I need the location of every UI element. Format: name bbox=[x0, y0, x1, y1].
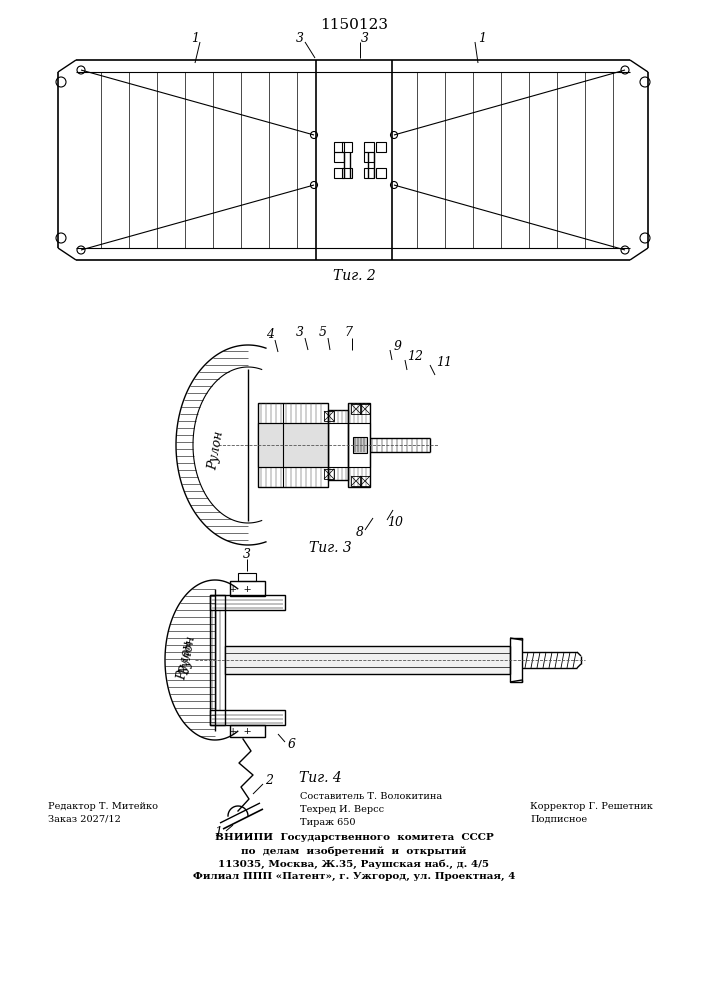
Text: 3: 3 bbox=[361, 31, 369, 44]
Text: Заказ 2027/12: Заказ 2027/12 bbox=[48, 815, 121, 824]
Bar bbox=[364, 152, 374, 162]
Bar bbox=[360, 404, 370, 414]
Text: 1: 1 bbox=[214, 826, 222, 840]
Bar bbox=[348, 403, 370, 487]
Text: по  делам  изобретений  и  открытий: по делам изобретений и открытий bbox=[241, 846, 467, 856]
Bar bbox=[225, 646, 510, 674]
Text: Филиал ППП «Патент», г. Ужгород, ул. Проектная, 4: Филиал ППП «Патент», г. Ужгород, ул. Про… bbox=[193, 872, 515, 881]
Bar bbox=[328, 410, 348, 480]
Bar bbox=[258, 403, 328, 487]
Text: 1: 1 bbox=[191, 31, 199, 44]
Text: Составитель Т. Волокитина: Составитель Т. Волокитина bbox=[300, 792, 442, 801]
Text: +  +: + + bbox=[228, 726, 252, 736]
Bar bbox=[364, 168, 374, 178]
Text: 6: 6 bbox=[288, 738, 296, 750]
Bar bbox=[210, 595, 225, 725]
Bar bbox=[230, 725, 265, 737]
Bar bbox=[351, 404, 361, 414]
Text: 4: 4 bbox=[266, 328, 274, 342]
Bar bbox=[351, 476, 361, 486]
Bar bbox=[210, 595, 285, 610]
Text: 5: 5 bbox=[319, 326, 327, 340]
Text: Подписное: Подписное bbox=[530, 815, 587, 824]
Text: 7: 7 bbox=[344, 326, 352, 340]
Text: 3: 3 bbox=[243, 548, 251, 560]
Bar bbox=[258, 423, 328, 467]
Bar bbox=[376, 168, 386, 178]
Bar bbox=[334, 152, 344, 162]
Bar bbox=[342, 168, 352, 178]
Bar bbox=[258, 423, 370, 467]
Text: 113035, Москва, Ж․35, Раушская наб., д. 4/5: 113035, Москва, Ж․35, Раушская наб., д. … bbox=[218, 859, 489, 869]
Text: Рулон: Рулон bbox=[175, 639, 195, 681]
Bar bbox=[376, 142, 386, 152]
Bar bbox=[360, 476, 370, 486]
Text: Τиг. 2: Τиг. 2 bbox=[332, 269, 375, 283]
Text: +  +: + + bbox=[228, 584, 252, 593]
Text: 3: 3 bbox=[296, 31, 304, 44]
Text: 2: 2 bbox=[265, 774, 273, 788]
Text: 10: 10 bbox=[387, 516, 403, 530]
Text: Τиг. 4: Τиг. 4 bbox=[298, 771, 341, 785]
Text: Τиг. 3: Τиг. 3 bbox=[309, 541, 351, 555]
Bar bbox=[334, 168, 344, 178]
Bar bbox=[230, 581, 265, 596]
Text: 1150123: 1150123 bbox=[320, 18, 388, 32]
Text: Редактор Т. Митейко: Редактор Т. Митейко bbox=[48, 802, 158, 811]
Text: Рулон: Рулон bbox=[178, 634, 198, 676]
Text: ВНИИПИ  Государственного  комитета  СССР: ВНИИПИ Государственного комитета СССР bbox=[215, 833, 493, 842]
Bar bbox=[238, 573, 256, 581]
Text: 1: 1 bbox=[478, 31, 486, 44]
Text: 12: 12 bbox=[407, 350, 423, 362]
Bar bbox=[510, 638, 522, 682]
Bar bbox=[210, 710, 285, 725]
Text: Тираж 650: Тираж 650 bbox=[300, 818, 356, 827]
Bar bbox=[342, 142, 352, 152]
Bar bbox=[324, 411, 334, 421]
Bar bbox=[353, 437, 367, 453]
Text: 9: 9 bbox=[394, 340, 402, 353]
Text: Рулон: Рулон bbox=[206, 429, 226, 471]
Text: Техред И. Версс: Техред И. Версс bbox=[300, 805, 384, 814]
Bar bbox=[364, 142, 374, 152]
Bar bbox=[324, 469, 334, 479]
Text: 11: 11 bbox=[436, 356, 452, 368]
Text: Корректор Г. Решетник: Корректор Г. Решетник bbox=[530, 802, 653, 811]
Text: 8: 8 bbox=[356, 526, 364, 540]
Bar bbox=[334, 142, 344, 152]
Text: 3: 3 bbox=[296, 326, 304, 340]
